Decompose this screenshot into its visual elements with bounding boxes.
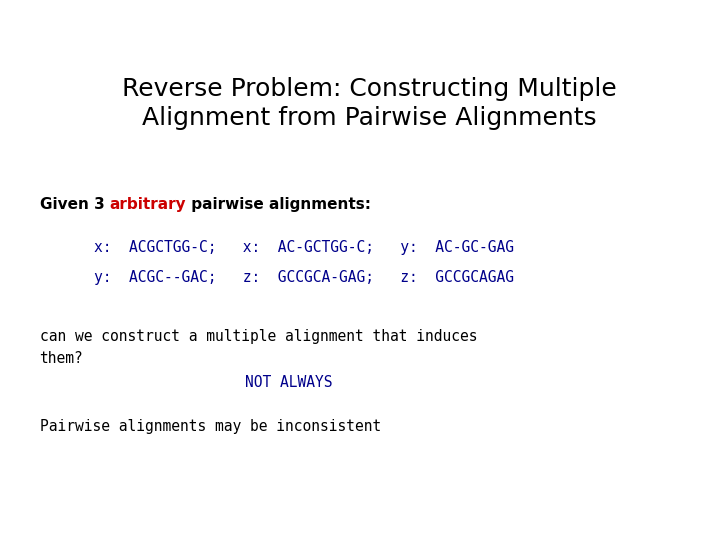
Text: them?: them? bbox=[40, 351, 84, 366]
Text: Given 3: Given 3 bbox=[40, 197, 109, 212]
Text: Reverse Problem: Constructing Multiple
Alignment from Pairwise Alignments: Reverse Problem: Constructing Multiple A… bbox=[122, 77, 616, 130]
Text: x:  ACGCTGG-C;   x:  AC-GCTGG-C;   y:  AC-GC-GAG: x: ACGCTGG-C; x: AC-GCTGG-C; y: AC-GC-GA… bbox=[94, 240, 513, 255]
Text: y:  ACGC--GAC;   z:  GCCGCA-GAG;   z:  GCCGCAGAG: y: ACGC--GAC; z: GCCGCA-GAG; z: GCCGCAGA… bbox=[94, 270, 513, 285]
Text: Pairwise alignments may be inconsistent: Pairwise alignments may be inconsistent bbox=[40, 418, 381, 434]
Text: NOT ALWAYS: NOT ALWAYS bbox=[245, 375, 333, 390]
Text: can we construct a multiple alignment that induces: can we construct a multiple alignment th… bbox=[40, 329, 477, 345]
Text: arbitrary: arbitrary bbox=[109, 197, 186, 212]
Text: pairwise alignments:: pairwise alignments: bbox=[186, 197, 372, 212]
